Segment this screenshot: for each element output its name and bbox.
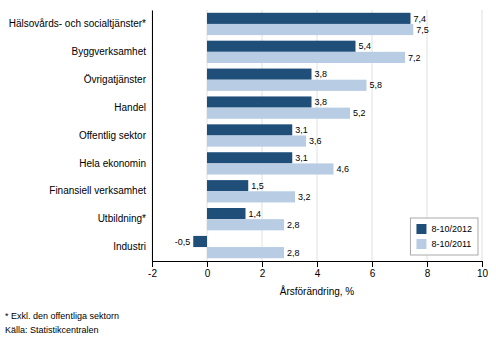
data-label: 3,8 xyxy=(315,69,328,79)
tick: 8 xyxy=(425,261,431,279)
tick: Byggverksamhet xyxy=(72,46,147,57)
tick: -2 xyxy=(148,261,157,279)
bar xyxy=(207,41,356,52)
bar xyxy=(207,52,405,63)
axis-line xyxy=(153,262,483,268)
tick: 4 xyxy=(315,261,321,279)
data-label: 3,8 xyxy=(315,97,328,107)
x-axis-title: Årsförändring, % xyxy=(280,285,355,297)
footnote: Källa: Statistikcentralen xyxy=(5,325,99,335)
tick: Hälsovårds- och socialtjänster* xyxy=(9,18,146,29)
data-label: 5,8 xyxy=(370,80,383,90)
bar xyxy=(207,136,306,147)
tick-label: Övrigatjänster xyxy=(84,74,147,85)
tick-mark xyxy=(372,261,373,267)
tick-mark xyxy=(317,261,318,267)
tick: 0 xyxy=(205,261,211,279)
tick: Övrigatjänster xyxy=(84,74,147,85)
x-axis: -2 0 2 4 6 8 10 xyxy=(148,261,488,279)
tick-label: Handel xyxy=(114,102,146,113)
bars xyxy=(193,13,413,258)
tick: Finansiell verksamhet xyxy=(49,185,146,196)
tick-mark xyxy=(152,261,153,267)
grid-line xyxy=(372,10,373,261)
bar xyxy=(207,219,284,230)
tick-mark xyxy=(427,261,428,267)
tick-label: -2 xyxy=(148,268,157,279)
data-label: 3,1 xyxy=(295,153,308,163)
bar xyxy=(207,108,350,119)
tick-label: 4 xyxy=(315,268,321,279)
tick: Offentlig sektor xyxy=(79,130,147,141)
bar xyxy=(207,69,312,80)
bar xyxy=(207,247,284,258)
tick-label: Hälsovårds- och socialtjänster* xyxy=(9,18,146,29)
bar xyxy=(207,124,292,135)
data-label: 1,5 xyxy=(251,181,264,191)
data-label: 1,4 xyxy=(249,209,262,219)
bar xyxy=(193,236,207,247)
tick: 6 xyxy=(370,261,376,279)
chart: -0,5 1,4 1,5 3,1 3,1 3,8 3,8 5,4 7,4 2,8 2,8 3,2 4,6… xyxy=(0,0,496,341)
tick: 2 xyxy=(260,261,266,279)
legend-swatch xyxy=(416,224,426,234)
tick: Industri xyxy=(113,241,146,252)
data-label: 2,8 xyxy=(287,220,300,230)
bar xyxy=(207,13,411,24)
data-label: 2,8 xyxy=(287,248,300,258)
data-labels: -0,5 1,4 1,5 3,1 3,1 3,8 3,8 5,4 7,4 2,8 2,8 3,2 4,6… xyxy=(175,14,429,258)
tick-label: 6 xyxy=(370,268,376,279)
plot: -0,5 1,4 1,5 3,1 3,1 3,8 3,8 5,4 7,4 2,8 2,8 3,2 4,6… xyxy=(9,10,489,279)
bar xyxy=(207,191,295,202)
y-axis: Industri Utbildning* Finansiell verksamhet… xyxy=(9,11,153,262)
data-label: 7,5 xyxy=(416,25,429,35)
footnote: * Exkl. den offentliga sektorn xyxy=(5,311,119,321)
data-label: 5,2 xyxy=(353,108,366,118)
grid-line xyxy=(152,10,153,261)
data-label: 4,6 xyxy=(337,164,350,174)
bar xyxy=(207,152,292,163)
tick-label: 10 xyxy=(477,268,489,279)
data-label: -0,5 xyxy=(175,237,191,247)
legend-label: 8-10/2011 xyxy=(431,239,471,249)
tick-label: 8 xyxy=(425,268,431,279)
tick: Handel xyxy=(114,102,146,113)
tick-mark xyxy=(262,261,263,267)
data-label: 7,2 xyxy=(408,53,421,63)
tick: 10 xyxy=(477,261,489,279)
data-label: 3,6 xyxy=(309,136,322,146)
legend-box xyxy=(410,218,478,255)
axis-line xyxy=(152,11,153,262)
tick-label: Offentlig sektor xyxy=(79,130,147,141)
tick-label: 0 xyxy=(205,268,211,279)
bar xyxy=(207,163,334,174)
legend: 8-10/2012 8-10/2011 xyxy=(410,218,478,255)
data-label: 5,4 xyxy=(359,41,372,51)
data-label: 3,2 xyxy=(298,192,311,202)
data-label: 3,1 xyxy=(295,125,308,135)
tick-label: Hela ekonomin xyxy=(79,158,146,169)
tick-label: Finansiell verksamhet xyxy=(49,185,146,196)
tick-mark xyxy=(482,261,483,267)
tick: Hela ekonomin xyxy=(79,158,146,169)
data-label: 7,4 xyxy=(414,14,427,24)
bar xyxy=(207,208,246,219)
bar xyxy=(207,180,248,191)
tick-label: Utbildning* xyxy=(98,213,146,224)
bar xyxy=(207,80,367,91)
grid xyxy=(152,10,482,261)
bar xyxy=(207,24,413,35)
bar xyxy=(207,96,312,107)
grid-line xyxy=(482,10,483,261)
legend-swatch xyxy=(416,239,426,249)
legend-label: 8-10/2012 xyxy=(431,224,472,234)
tick-mark xyxy=(207,261,208,267)
tick-label: Byggverksamhet xyxy=(72,46,147,57)
tick: Utbildning* xyxy=(98,213,146,224)
tick-label: Industri xyxy=(113,241,146,252)
tick-label: 2 xyxy=(260,268,266,279)
